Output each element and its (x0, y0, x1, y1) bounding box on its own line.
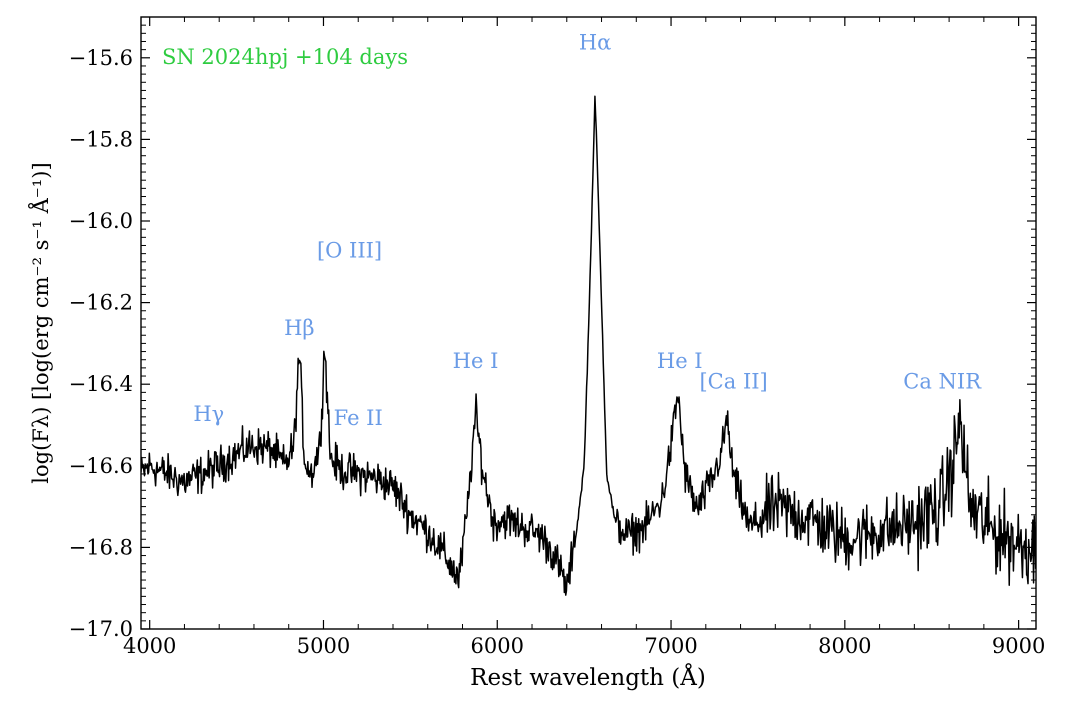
line-id-label: Hγ (193, 402, 224, 426)
spectrum-line (141, 95, 1036, 596)
data-layer (141, 95, 1036, 596)
line-id-label: He I (657, 349, 703, 373)
line-id-label: Fe II (334, 406, 383, 430)
y-tick-label: −16.0 (69, 209, 133, 233)
chart-title: SN 2024hpj +104 days (162, 45, 408, 69)
line-id-label: Ca NIR (903, 369, 982, 393)
x-tick-label: 9000 (992, 634, 1045, 658)
y-tick-label: −15.6 (69, 46, 133, 70)
line-id-label: [Ca II] (699, 369, 767, 393)
line-id-label: He I (453, 349, 499, 373)
y-axis-label: log(Fλ) [log(erg cm⁻² s⁻¹ Å⁻¹)] (28, 162, 53, 483)
x-tick-label: 7000 (644, 634, 697, 658)
y-tick-label: −16.2 (69, 291, 133, 315)
y-tick-label: −16.4 (69, 372, 133, 396)
line-id-label: Hβ (284, 316, 314, 340)
axis-ticks: 4000 5000 6000 7000 8000 9000 −17.0 −16.8 −16.6 −… (69, 16, 1045, 658)
y-tick-label: −16.6 (69, 454, 133, 478)
y-tick-label: −16.8 (69, 535, 133, 559)
plot-frame (140, 16, 1037, 630)
x-axis-label: Rest wavelength (Å) (470, 663, 706, 691)
x-tick-label: 4000 (123, 634, 176, 658)
line-id-label: Hα (579, 31, 612, 55)
line-id-label: [O III] (317, 239, 382, 263)
y-tick-label: −15.8 (69, 127, 133, 151)
y-tick-label: −17.0 (69, 617, 133, 641)
x-tick-label: 8000 (818, 634, 871, 658)
x-tick-label: 5000 (297, 634, 350, 658)
x-tick-label: 6000 (471, 634, 524, 658)
